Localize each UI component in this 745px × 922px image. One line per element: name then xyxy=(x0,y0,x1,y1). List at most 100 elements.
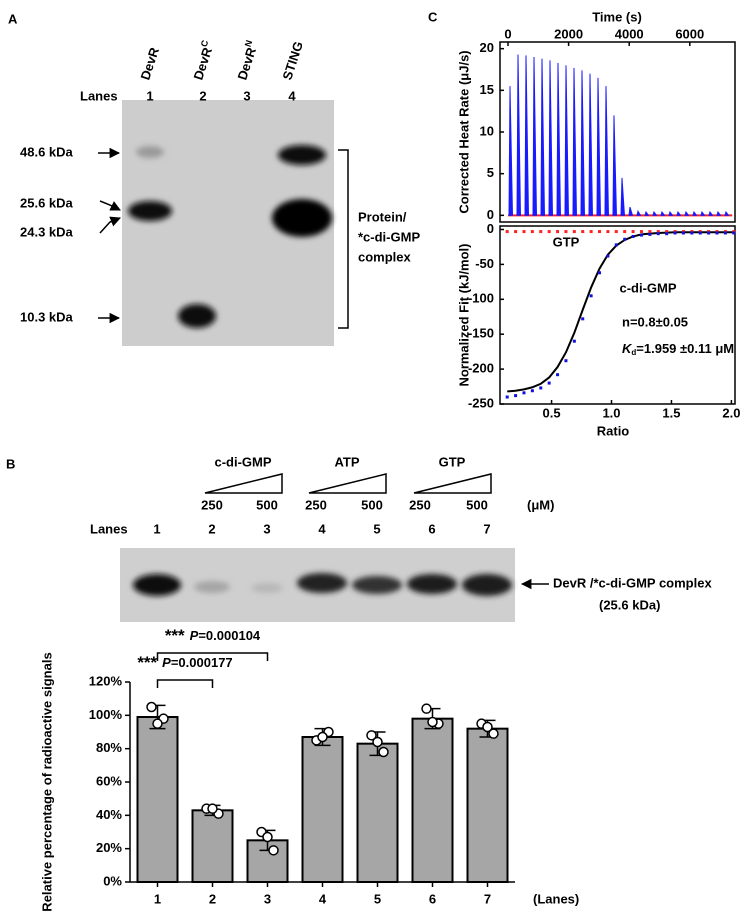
data-point xyxy=(522,391,526,395)
bracket-label: complex xyxy=(358,249,412,264)
x-axis-title: Time (s) xyxy=(592,9,642,24)
data-point xyxy=(656,232,660,236)
lanes-label: Lanes xyxy=(90,521,128,536)
kd-subscript: d xyxy=(631,348,636,357)
treatment: GTP xyxy=(439,454,466,469)
replicate-point xyxy=(427,716,438,728)
x-tick-label: 1.0 xyxy=(602,405,620,420)
x-axis-title: (Lanes) xyxy=(533,891,579,906)
data-point xyxy=(606,230,610,234)
concentration: 500 xyxy=(466,497,488,512)
data-point xyxy=(673,231,677,235)
y-tick-label: -50 xyxy=(475,256,494,271)
axis-line xyxy=(129,682,515,883)
series-label: c-di-GMP xyxy=(619,280,676,295)
p-value: =0.000177 xyxy=(171,655,233,670)
data-point xyxy=(556,373,560,377)
replicate-point xyxy=(378,746,389,758)
data-point xyxy=(715,231,719,235)
replicate-point xyxy=(372,736,383,748)
lane-number: 5 xyxy=(373,521,380,536)
heat-spike xyxy=(524,55,530,216)
lane-name-sup: N xyxy=(243,39,255,48)
heat-spike xyxy=(668,210,674,216)
data-point xyxy=(598,271,602,275)
concentration: 250 xyxy=(409,497,431,512)
x-tick-label: 4 xyxy=(319,891,327,906)
treatment: ATP xyxy=(334,454,359,469)
y-tick-label: 15 xyxy=(480,82,494,97)
x-tick-label: 6 xyxy=(429,891,436,906)
lane-number: 4 xyxy=(318,521,326,536)
lane-name: DevRC xyxy=(189,38,218,82)
significance-label: *** P=0.000177 xyxy=(137,653,232,672)
stars: *** xyxy=(137,653,157,672)
size-marker: 10.3 kDa xyxy=(20,309,74,324)
stars: *** xyxy=(165,626,185,645)
lane-name: DevRN xyxy=(233,39,262,82)
data-point xyxy=(514,394,518,398)
lane-number: 2 xyxy=(199,88,206,103)
data-point xyxy=(681,231,685,235)
heat-spike xyxy=(580,70,585,216)
x-tick-label: 0 xyxy=(504,26,511,41)
kd-value: =1.959 ±0.11 μM xyxy=(636,341,734,356)
y-axis-title: Corrected Heat Rate (μJ/s) xyxy=(456,50,471,213)
data-point xyxy=(698,231,702,235)
data-point xyxy=(547,381,551,385)
y-axis-title: Normalized Fit (kJ/mol) xyxy=(456,243,471,386)
data-point xyxy=(581,317,585,321)
data-point xyxy=(589,230,593,234)
heat-spike xyxy=(540,58,546,216)
heat-spike xyxy=(628,206,634,216)
panel-label: C xyxy=(428,9,438,24)
x-tick-label: 1 xyxy=(154,891,161,906)
heat-spike xyxy=(620,177,626,216)
lane-name: DevR xyxy=(138,45,163,82)
kd-symbol: K xyxy=(622,341,633,356)
concentration: 500 xyxy=(256,497,278,512)
lane-number: 6 xyxy=(428,521,435,536)
stoichiometry: n=0.8±0.05 xyxy=(622,314,688,329)
heat-spike xyxy=(596,77,601,216)
y-tick-label: 0 xyxy=(487,207,494,222)
x-tick-label: 4000 xyxy=(615,26,644,41)
data-point xyxy=(505,395,509,399)
x-tick-label: 5 xyxy=(374,891,381,906)
y-tick-label: -150 xyxy=(468,326,494,341)
y-tick-label: -250 xyxy=(468,395,494,410)
lane-number: 2 xyxy=(208,521,215,536)
wedges xyxy=(204,473,492,494)
data-point xyxy=(656,230,660,234)
bar xyxy=(191,809,234,883)
concentration: 500 xyxy=(361,497,383,512)
treatment: c-di-GMP xyxy=(214,454,271,469)
y-tick-label: 120% xyxy=(89,673,123,688)
data-point xyxy=(707,231,711,235)
heat-spike xyxy=(660,210,666,216)
data-point xyxy=(572,339,576,343)
data-point xyxy=(614,230,618,234)
bar xyxy=(466,727,509,884)
concentration: 250 xyxy=(201,497,223,512)
data-point xyxy=(530,389,534,393)
data-point xyxy=(623,237,627,241)
data-point xyxy=(564,230,568,234)
band-size: (25.6 kDa) xyxy=(599,597,660,612)
unit: (μM) xyxy=(527,497,554,512)
data-point xyxy=(556,230,560,234)
y-tick-label: 40% xyxy=(96,807,122,822)
band-label: DevR /*c-di-GMP complex xyxy=(553,575,712,590)
x-tick-label: 2000 xyxy=(554,26,583,41)
lane-name: STING xyxy=(280,40,307,82)
replicate-point xyxy=(262,831,273,843)
data-point xyxy=(631,234,635,238)
heat-spike xyxy=(684,210,690,216)
gel-bands xyxy=(133,573,512,596)
bracket xyxy=(338,149,349,329)
heat-spike xyxy=(588,73,593,216)
lanes-label: Lanes xyxy=(80,88,118,103)
y-tick-label: 20% xyxy=(96,840,122,855)
heat-spike xyxy=(612,115,617,216)
panel-label: A xyxy=(8,11,18,26)
